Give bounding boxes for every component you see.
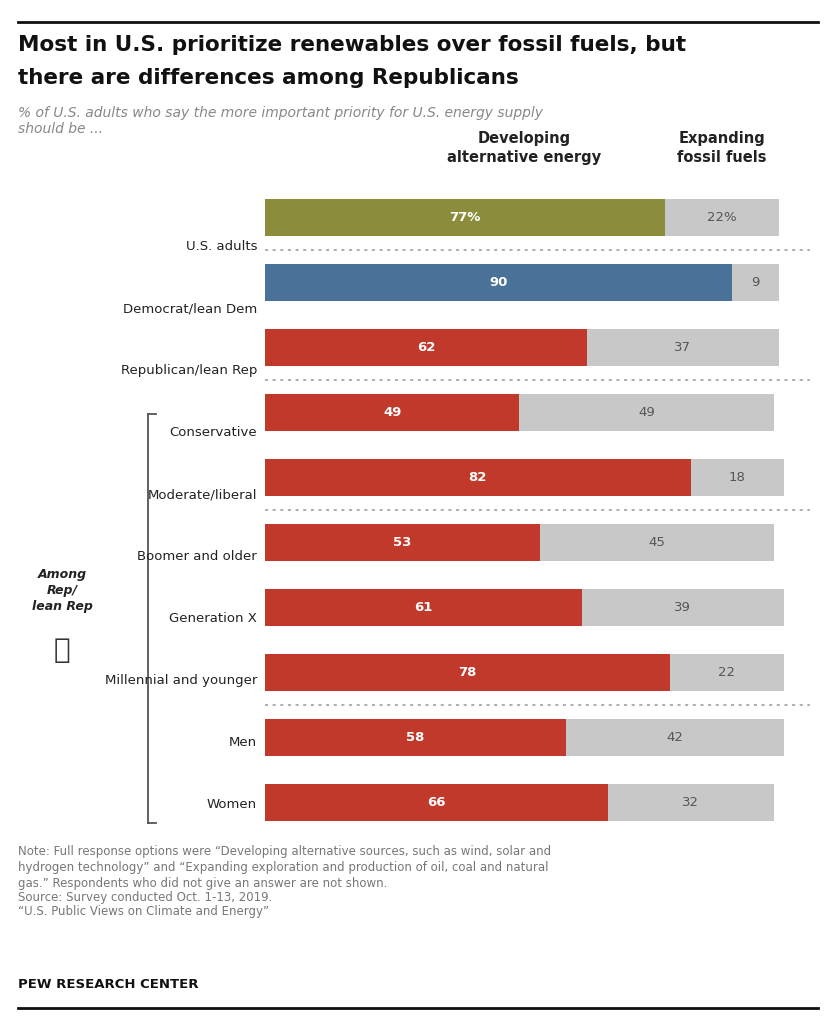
Text: hydrogen technology” and “Expanding exploration and production of oil, coal and : hydrogen technology” and “Expanding expl… <box>18 861 548 874</box>
Text: 49: 49 <box>383 406 401 419</box>
Bar <box>566 719 784 756</box>
Text: 45: 45 <box>649 536 665 549</box>
Text: 77%: 77% <box>449 211 481 224</box>
Text: 32: 32 <box>682 796 699 809</box>
Text: 53: 53 <box>394 536 412 549</box>
Text: 82: 82 <box>469 471 487 484</box>
Text: Note: Full response options were “Developing alternative sources, such as wind, : Note: Full response options were “Develo… <box>18 845 551 858</box>
Text: “U.S. Public Views on Climate and Energy”: “U.S. Public Views on Climate and Energy… <box>18 905 269 918</box>
Text: Expanding
fossil fuels: Expanding fossil fuels <box>677 132 767 165</box>
Bar <box>691 458 784 496</box>
Bar <box>582 589 784 626</box>
Bar <box>265 719 566 756</box>
Bar <box>265 329 587 367</box>
Bar <box>265 458 691 496</box>
Bar <box>265 523 540 561</box>
Text: 78: 78 <box>458 666 477 679</box>
Text: 39: 39 <box>675 600 691 614</box>
Text: Most in U.S. prioritize renewables over fossil fuels, but: Most in U.S. prioritize renewables over … <box>18 35 686 55</box>
Text: U.S. adults: U.S. adults <box>186 240 257 253</box>
Bar <box>732 264 779 302</box>
Text: Boomer and older: Boomer and older <box>137 550 257 563</box>
Bar <box>265 264 732 302</box>
Text: 90: 90 <box>489 276 507 289</box>
Text: 9: 9 <box>752 276 760 289</box>
Text: Generation X: Generation X <box>169 612 257 625</box>
Text: Moderate/liberal: Moderate/liberal <box>147 488 257 501</box>
Text: 🐘: 🐘 <box>54 637 70 664</box>
Bar <box>608 784 773 821</box>
Bar <box>587 329 779 367</box>
Bar <box>265 199 665 236</box>
Text: there are differences among Republicans: there are differences among Republicans <box>18 68 519 88</box>
Text: 22: 22 <box>718 666 736 679</box>
Text: 37: 37 <box>675 341 691 354</box>
Text: 18: 18 <box>729 471 746 484</box>
Text: 49: 49 <box>638 406 655 419</box>
Bar <box>519 393 773 432</box>
Text: 58: 58 <box>406 731 425 744</box>
Text: % of U.S. adults who say the more important priority for U.S. energy supply
shou: % of U.S. adults who say the more import… <box>18 106 543 136</box>
Text: 62: 62 <box>416 341 435 354</box>
Text: PEW RESEARCH CENTER: PEW RESEARCH CENTER <box>18 978 198 991</box>
Text: Millennial and younger: Millennial and younger <box>104 674 257 687</box>
Text: Source: Survey conducted Oct. 1-13, 2019.: Source: Survey conducted Oct. 1-13, 2019… <box>18 891 273 904</box>
Text: Conservative: Conservative <box>170 426 257 439</box>
Text: 42: 42 <box>666 731 684 744</box>
Text: Men: Men <box>229 735 257 749</box>
Bar <box>665 199 779 236</box>
Text: 61: 61 <box>414 600 432 614</box>
Bar <box>670 654 784 691</box>
Text: Democrat/lean Dem: Democrat/lean Dem <box>123 303 257 315</box>
Text: 22%: 22% <box>707 211 737 224</box>
Bar <box>265 393 519 432</box>
Text: Among
Rep/
lean Rep: Among Rep/ lean Rep <box>32 568 93 613</box>
Text: Women: Women <box>206 797 257 811</box>
Bar <box>265 589 582 626</box>
Text: Republican/lean Rep: Republican/lean Rep <box>120 365 257 377</box>
Text: 66: 66 <box>427 796 446 809</box>
Bar <box>540 523 773 561</box>
Bar <box>265 784 608 821</box>
Text: gas.” Respondents who did not give an answer are not shown.: gas.” Respondents who did not give an an… <box>18 877 387 890</box>
Text: Developing
alternative energy: Developing alternative energy <box>447 132 602 165</box>
Bar <box>265 654 670 691</box>
